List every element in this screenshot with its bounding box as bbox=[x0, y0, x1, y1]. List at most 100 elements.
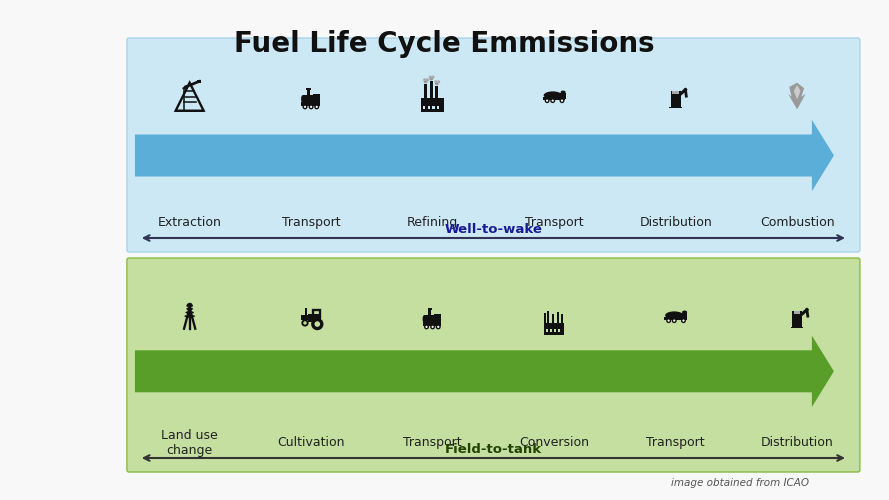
Bar bbox=[424, 84, 427, 99]
Circle shape bbox=[435, 82, 439, 86]
Ellipse shape bbox=[190, 305, 193, 307]
Bar bbox=[794, 310, 800, 314]
Polygon shape bbox=[794, 85, 800, 100]
Ellipse shape bbox=[190, 316, 193, 317]
Text: Transport: Transport bbox=[646, 436, 705, 449]
Bar bbox=[424, 315, 438, 323]
Bar bbox=[434, 314, 441, 323]
Bar bbox=[196, 80, 201, 84]
Ellipse shape bbox=[188, 316, 190, 318]
Text: Cultivation: Cultivation bbox=[277, 436, 345, 449]
Circle shape bbox=[424, 324, 429, 330]
Ellipse shape bbox=[188, 316, 191, 317]
Text: image obtained from ICAO: image obtained from ICAO bbox=[671, 478, 809, 488]
Text: Extraction: Extraction bbox=[157, 216, 221, 229]
Circle shape bbox=[546, 100, 549, 102]
Text: Well-to-wake: Well-to-wake bbox=[444, 223, 542, 236]
Circle shape bbox=[301, 320, 308, 326]
Bar bbox=[313, 94, 319, 103]
Bar bbox=[307, 89, 309, 95]
Bar bbox=[561, 314, 563, 323]
Ellipse shape bbox=[189, 312, 192, 314]
Bar bbox=[557, 312, 559, 323]
Ellipse shape bbox=[182, 87, 186, 90]
Bar bbox=[428, 106, 430, 108]
Bar bbox=[670, 91, 681, 108]
Ellipse shape bbox=[188, 312, 191, 313]
Circle shape bbox=[314, 104, 319, 110]
Ellipse shape bbox=[191, 316, 193, 318]
Bar bbox=[437, 106, 439, 108]
Bar bbox=[554, 329, 556, 332]
Bar bbox=[436, 86, 438, 99]
Bar bbox=[672, 90, 679, 94]
Bar bbox=[175, 110, 204, 112]
Text: Conversion: Conversion bbox=[519, 436, 589, 449]
Ellipse shape bbox=[189, 304, 191, 306]
Bar bbox=[546, 329, 548, 332]
Ellipse shape bbox=[189, 309, 192, 310]
FancyArrow shape bbox=[135, 336, 834, 407]
Ellipse shape bbox=[190, 308, 193, 310]
Circle shape bbox=[310, 106, 312, 108]
Bar bbox=[430, 81, 433, 99]
Text: Distribution: Distribution bbox=[761, 436, 834, 449]
Bar bbox=[313, 310, 320, 318]
Ellipse shape bbox=[188, 312, 190, 314]
Ellipse shape bbox=[422, 315, 426, 323]
Bar bbox=[308, 314, 321, 322]
Ellipse shape bbox=[188, 309, 189, 310]
Circle shape bbox=[436, 324, 441, 330]
Circle shape bbox=[315, 322, 320, 327]
Ellipse shape bbox=[189, 304, 192, 306]
Circle shape bbox=[316, 106, 318, 108]
Circle shape bbox=[423, 78, 426, 81]
Text: Transport: Transport bbox=[525, 216, 583, 229]
Circle shape bbox=[425, 326, 428, 328]
Bar bbox=[428, 308, 432, 310]
Circle shape bbox=[428, 76, 431, 78]
Bar bbox=[549, 329, 552, 332]
FancyBboxPatch shape bbox=[127, 258, 860, 472]
Bar bbox=[543, 312, 546, 323]
FancyBboxPatch shape bbox=[127, 38, 860, 252]
Ellipse shape bbox=[190, 312, 193, 313]
Ellipse shape bbox=[190, 304, 193, 306]
Ellipse shape bbox=[188, 304, 191, 306]
Ellipse shape bbox=[186, 305, 188, 307]
Circle shape bbox=[431, 76, 435, 79]
Ellipse shape bbox=[665, 312, 684, 319]
Circle shape bbox=[672, 318, 677, 323]
Bar bbox=[664, 318, 687, 320]
Bar bbox=[669, 107, 682, 108]
Ellipse shape bbox=[186, 312, 188, 314]
Ellipse shape bbox=[188, 308, 190, 310]
Bar bbox=[558, 329, 560, 332]
Ellipse shape bbox=[188, 304, 190, 306]
Ellipse shape bbox=[184, 315, 187, 317]
Circle shape bbox=[431, 326, 434, 328]
Bar bbox=[301, 315, 309, 320]
Circle shape bbox=[304, 106, 306, 108]
Bar bbox=[303, 95, 316, 103]
Circle shape bbox=[681, 318, 686, 323]
Text: Land use
change: Land use change bbox=[161, 428, 218, 456]
Ellipse shape bbox=[187, 304, 189, 306]
Bar bbox=[792, 311, 802, 328]
Circle shape bbox=[673, 320, 676, 322]
Ellipse shape bbox=[188, 304, 190, 306]
Ellipse shape bbox=[682, 310, 687, 314]
Bar bbox=[421, 98, 444, 112]
Circle shape bbox=[435, 80, 437, 83]
Ellipse shape bbox=[188, 312, 191, 314]
Bar bbox=[547, 311, 549, 323]
Circle shape bbox=[424, 80, 428, 84]
Bar bbox=[543, 98, 565, 100]
Bar bbox=[432, 106, 435, 108]
Ellipse shape bbox=[186, 316, 188, 318]
Ellipse shape bbox=[187, 316, 189, 317]
Circle shape bbox=[683, 320, 685, 322]
Circle shape bbox=[561, 100, 563, 102]
Bar bbox=[301, 102, 319, 106]
Circle shape bbox=[302, 104, 308, 110]
